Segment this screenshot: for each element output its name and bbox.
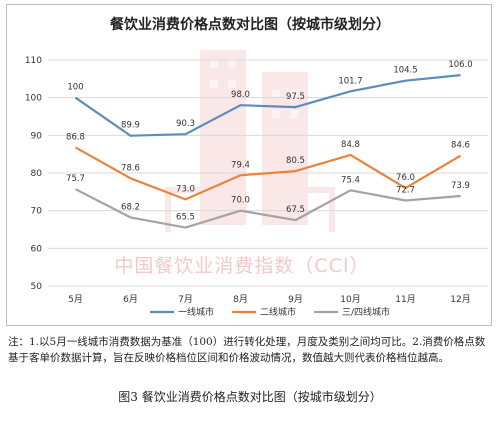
x-tick-label: 7月: [178, 294, 193, 305]
x-tick-label: 12月: [450, 294, 470, 305]
y-tick-label: 90: [31, 131, 43, 141]
y-axis: 50 60 70 80 90 100 110: [25, 56, 42, 292]
data-label: 73.0: [176, 184, 195, 194]
legend-label: 二线城市: [260, 306, 296, 318]
data-label: 84.8: [341, 140, 360, 150]
chart-frame: [6, 4, 492, 326]
legend: 一线城市 二线城市 三/四线城市: [150, 306, 390, 318]
series-line-1: [74, 74, 461, 137]
data-label: 80.5: [286, 156, 305, 166]
y-tick-label: 50: [31, 282, 43, 292]
figure-caption: 图3 餐饮业消费价格点数对比图（按城市级划分）: [118, 390, 382, 404]
chart-title: 餐饮业消费价格点数对比图（按城市级划分）: [109, 16, 390, 33]
data-label: 78.6: [121, 163, 140, 173]
data-label: 79.4: [231, 160, 250, 170]
y-tick-label: 110: [25, 56, 42, 66]
legend-label: 三/四线城市: [342, 306, 390, 318]
data-label: 98.0: [231, 90, 250, 100]
data-label: 68.2: [121, 202, 140, 212]
gridlines: [48, 59, 488, 287]
series-line-3: [74, 188, 461, 229]
data-label: 72.7: [396, 185, 415, 195]
y-tick-label: 70: [31, 207, 43, 217]
data-labels: 100 89.9 90.3 98.0 97.5 101.7 104.5 106.0 86.8 78…: [66, 60, 473, 223]
data-label: 106.0: [448, 60, 472, 70]
y-tick-label: 100: [25, 94, 42, 104]
data-label: 73.9: [451, 181, 470, 191]
y-tick-label: 80: [31, 169, 43, 179]
data-label: 84.6: [451, 141, 470, 151]
chart-note: 注：1.以5月一线城市消费数据为基准（100）进行转化处理，月度及类别之间均可比…: [8, 336, 486, 364]
data-label: 65.5: [176, 213, 195, 223]
data-label: 75.4: [341, 175, 360, 185]
watermark-text: 中国餐饮业消费指数（CCI）: [114, 255, 369, 277]
data-label: 86.8: [66, 132, 85, 142]
x-tick-label: 9月: [288, 294, 303, 305]
legend-label: 一线城市: [178, 306, 214, 318]
x-tick-label: 8月: [233, 294, 248, 305]
data-label: 70.0: [231, 196, 250, 206]
data-label: 75.7: [66, 174, 85, 184]
x-tick-label: 6月: [123, 294, 138, 305]
series-lines: [74, 74, 462, 229]
data-label: 97.5: [286, 92, 305, 102]
chart: 餐饮业消费价格点数对比图（按城市级划分） 中国餐饮业消费指数（CCI） 50 60…: [25, 16, 488, 318]
x-tick-label: 10月: [340, 294, 360, 305]
data-label: 67.5: [286, 205, 305, 215]
y-tick-label: 60: [31, 244, 43, 254]
data-label: 89.9: [121, 121, 140, 131]
watermark-logo: [165, 50, 335, 232]
data-label: 101.7: [338, 76, 362, 86]
x-tick-label: 5月: [68, 294, 83, 305]
x-axis: 5月 6月 7月 8月 9月 10月 11月 12月: [68, 294, 471, 305]
data-label: 100: [67, 83, 83, 93]
data-label: 104.5: [393, 66, 417, 76]
series-line-2: [74, 146, 462, 201]
x-tick-label: 11月: [395, 294, 415, 305]
data-label: 76.0: [396, 173, 415, 183]
data-label: 90.3: [176, 119, 195, 129]
